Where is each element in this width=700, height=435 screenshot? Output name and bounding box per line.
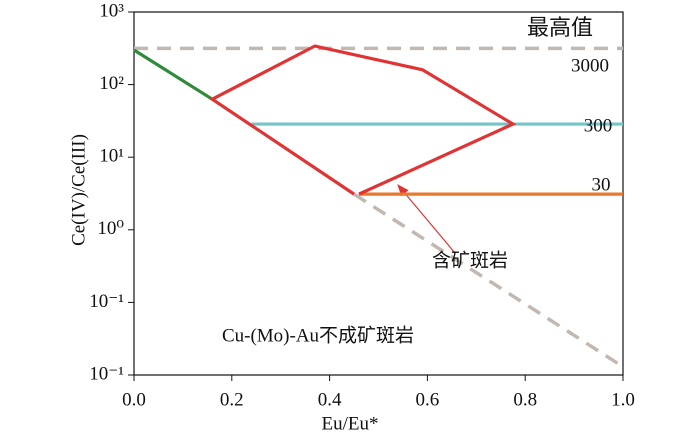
y-tick-label: 10⁻¹ (89, 291, 124, 312)
x-tick-label: 0.0 (122, 389, 146, 410)
annotation: 300 (584, 115, 613, 136)
x-tick-label: 1.0 (611, 389, 635, 410)
annotation: 30 (592, 174, 611, 195)
annotation: Cu-(Mo)-Au不成矿斑岩 (222, 324, 414, 346)
x-axis-label: Eu/Eu* (322, 413, 379, 434)
line-series (209, 44, 517, 196)
y-tick-label: 10⁻¹ (89, 363, 124, 384)
annotation: 含矿斑岩 (432, 249, 508, 271)
y-tick-label: 10¹ (99, 146, 124, 167)
x-tick-label: 0.6 (416, 389, 440, 410)
annotation: 3000 (571, 55, 609, 76)
x-tick-label: 0.2 (220, 389, 244, 410)
y-tick-label: 10³ (99, 0, 124, 21)
x-tick-label: 0.8 (513, 389, 537, 410)
y-tick-label: 10² (99, 73, 124, 94)
line-series (133, 48, 214, 101)
annotation: 最高值 (527, 15, 593, 40)
y-axis-label: Ce(IV)/Ce(III) (68, 134, 89, 246)
y-tick-label: 10⁰ (97, 218, 124, 239)
line-series (353, 192, 624, 369)
x-tick-label: 0.4 (318, 389, 342, 410)
annotation-arrow (397, 184, 456, 254)
